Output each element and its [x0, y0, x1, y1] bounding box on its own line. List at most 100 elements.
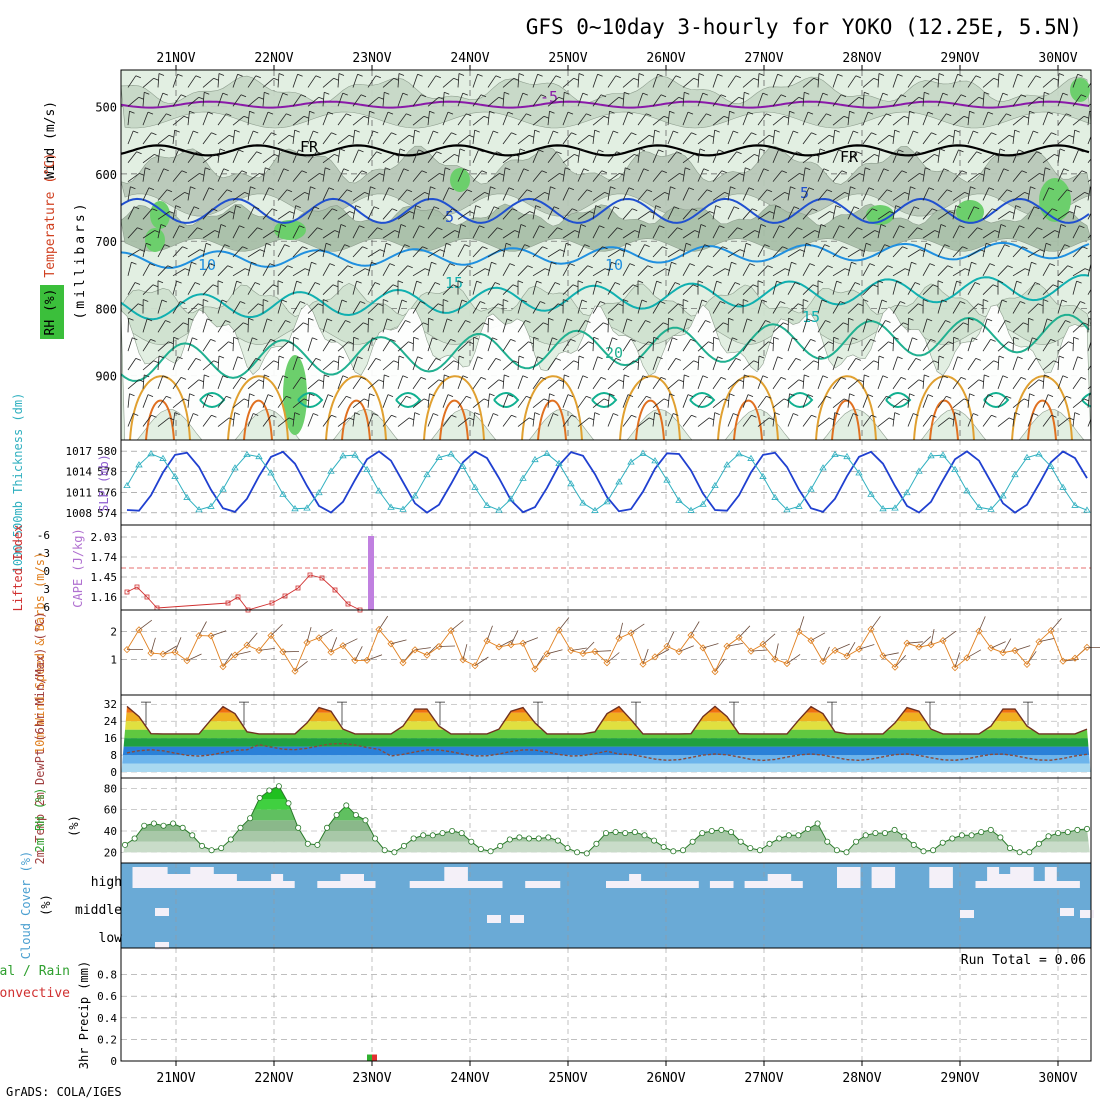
thickness-point: [231, 464, 239, 471]
wind-barb: [727, 249, 741, 258]
wind-barb: [1087, 212, 1091, 220]
wind-barb: [412, 149, 419, 163]
wind-barb: [352, 74, 358, 88]
wind-barb: [652, 149, 659, 163]
wind-barb: [667, 111, 670, 126]
wind-barb-flag: [872, 284, 879, 288]
wind-barb: [712, 94, 722, 107]
wind-barb: [787, 151, 797, 164]
wind-barb-flag: [766, 113, 772, 117]
cloud-high-bar: [1010, 867, 1023, 888]
wind-barb-flag: [992, 284, 999, 288]
wind-barb: [517, 341, 529, 352]
wind-barb: [637, 189, 648, 201]
wind-barb: [247, 393, 250, 408]
wind-barb-flag: [488, 317, 494, 321]
wind-barb: [832, 205, 837, 220]
surface-contour: [395, 392, 422, 408]
wind-barb: [862, 318, 868, 333]
cloud-lowmid-bar: [155, 942, 169, 950]
precip-convective-label: Convective: [0, 986, 70, 1001]
wind-barb: [847, 75, 857, 88]
wind-barb: [142, 263, 151, 277]
wind-barb-flag: [1018, 149, 1024, 153]
wind-barb: [247, 337, 253, 352]
wind-barb-flag: [465, 320, 471, 323]
date-label-bottom: 26NOV: [646, 1071, 685, 1086]
wind-barb-flag: [848, 317, 854, 321]
wind-barb-flag: [948, 341, 954, 345]
wind-speed-point: [567, 646, 575, 655]
wind-barb: [382, 208, 393, 220]
thickness-point: [567, 480, 575, 487]
wind-barb: [997, 299, 1003, 314]
wind-barb: [202, 167, 206, 182]
wind-barb: [127, 186, 131, 201]
wind-barb-flag: [886, 189, 893, 193]
wind-barb-flag: [943, 168, 949, 172]
wind-barb-flag: [789, 110, 795, 114]
wind-barb: [412, 322, 424, 333]
wind-barb: [217, 417, 230, 427]
wind-barb: [697, 417, 710, 427]
wind-barb: [127, 303, 139, 314]
wind-barb: [1072, 115, 1085, 126]
wind-barb: [652, 115, 665, 126]
wind10m-barb: [354, 646, 363, 661]
wind-barb: [307, 337, 313, 352]
wind-barb-flag: [324, 374, 330, 378]
wind-barb-flag: [313, 130, 319, 134]
wind-barb: [502, 318, 508, 333]
pressure-axis-label: (millibars): [73, 200, 88, 319]
wind-barb-flag: [496, 151, 502, 155]
wind10m-barb: [702, 643, 719, 649]
wind-barb: [322, 167, 326, 182]
wind-barb-flag: [567, 394, 574, 397]
wind-barb-flag: [385, 167, 391, 171]
wind-barb-flag: [850, 186, 856, 190]
wind-speed-line: [126, 628, 1088, 673]
wind-barb: [757, 224, 762, 239]
wind-barb: [517, 148, 521, 163]
wind-barb-flag: [289, 211, 295, 214]
rh-point: [997, 834, 1004, 841]
wind-barb: [517, 417, 530, 427]
wind-barb: [772, 268, 786, 277]
wind-barb-flag: [863, 299, 869, 302]
wind-barb-flag: [708, 417, 715, 421]
temperature-label: Temperature (°C): [43, 152, 58, 277]
wind-barb-flag: [258, 96, 264, 100]
wind-barb: [712, 412, 716, 427]
wind-barb-flag: [218, 73, 225, 76]
temp-tick: 8: [110, 749, 117, 762]
wind-barb: [382, 339, 391, 352]
wind-barb-flag: [528, 134, 535, 138]
wind-barb: [817, 299, 823, 314]
cloud-high-bar: [421, 881, 434, 888]
wind-barb-flag: [334, 154, 340, 157]
wind-barb-flag: [629, 263, 635, 266]
wind-barb-flag: [903, 398, 910, 402]
wind-barb-flag: [272, 284, 279, 288]
wind-barb-flag: [730, 186, 736, 190]
rh-point: [872, 830, 879, 837]
wind-barb-flag: [1080, 301, 1086, 304]
wind-barb: [892, 74, 898, 88]
wind-barb: [907, 337, 913, 352]
wind-barb: [1012, 322, 1024, 333]
wind-barb-flag: [675, 75, 681, 79]
wind-speed-point: [267, 631, 275, 640]
wind-barb-flag: [706, 113, 712, 117]
wind-barb: [1012, 268, 1026, 277]
wind-barb-flag: [975, 75, 981, 79]
lifted-index-point: [282, 593, 288, 599]
wind-barb-flag: [720, 94, 727, 98]
wind-barb: [922, 374, 925, 389]
wind-barb-flag: [638, 73, 645, 76]
wind-barb: [1042, 92, 1045, 107]
wind-barb-flag: [1045, 242, 1052, 246]
date-label-top: 23NOV: [352, 51, 391, 66]
wind-barb: [562, 154, 575, 164]
wind-speed-point: [687, 631, 695, 639]
wind-barb-flag: [360, 377, 367, 380]
